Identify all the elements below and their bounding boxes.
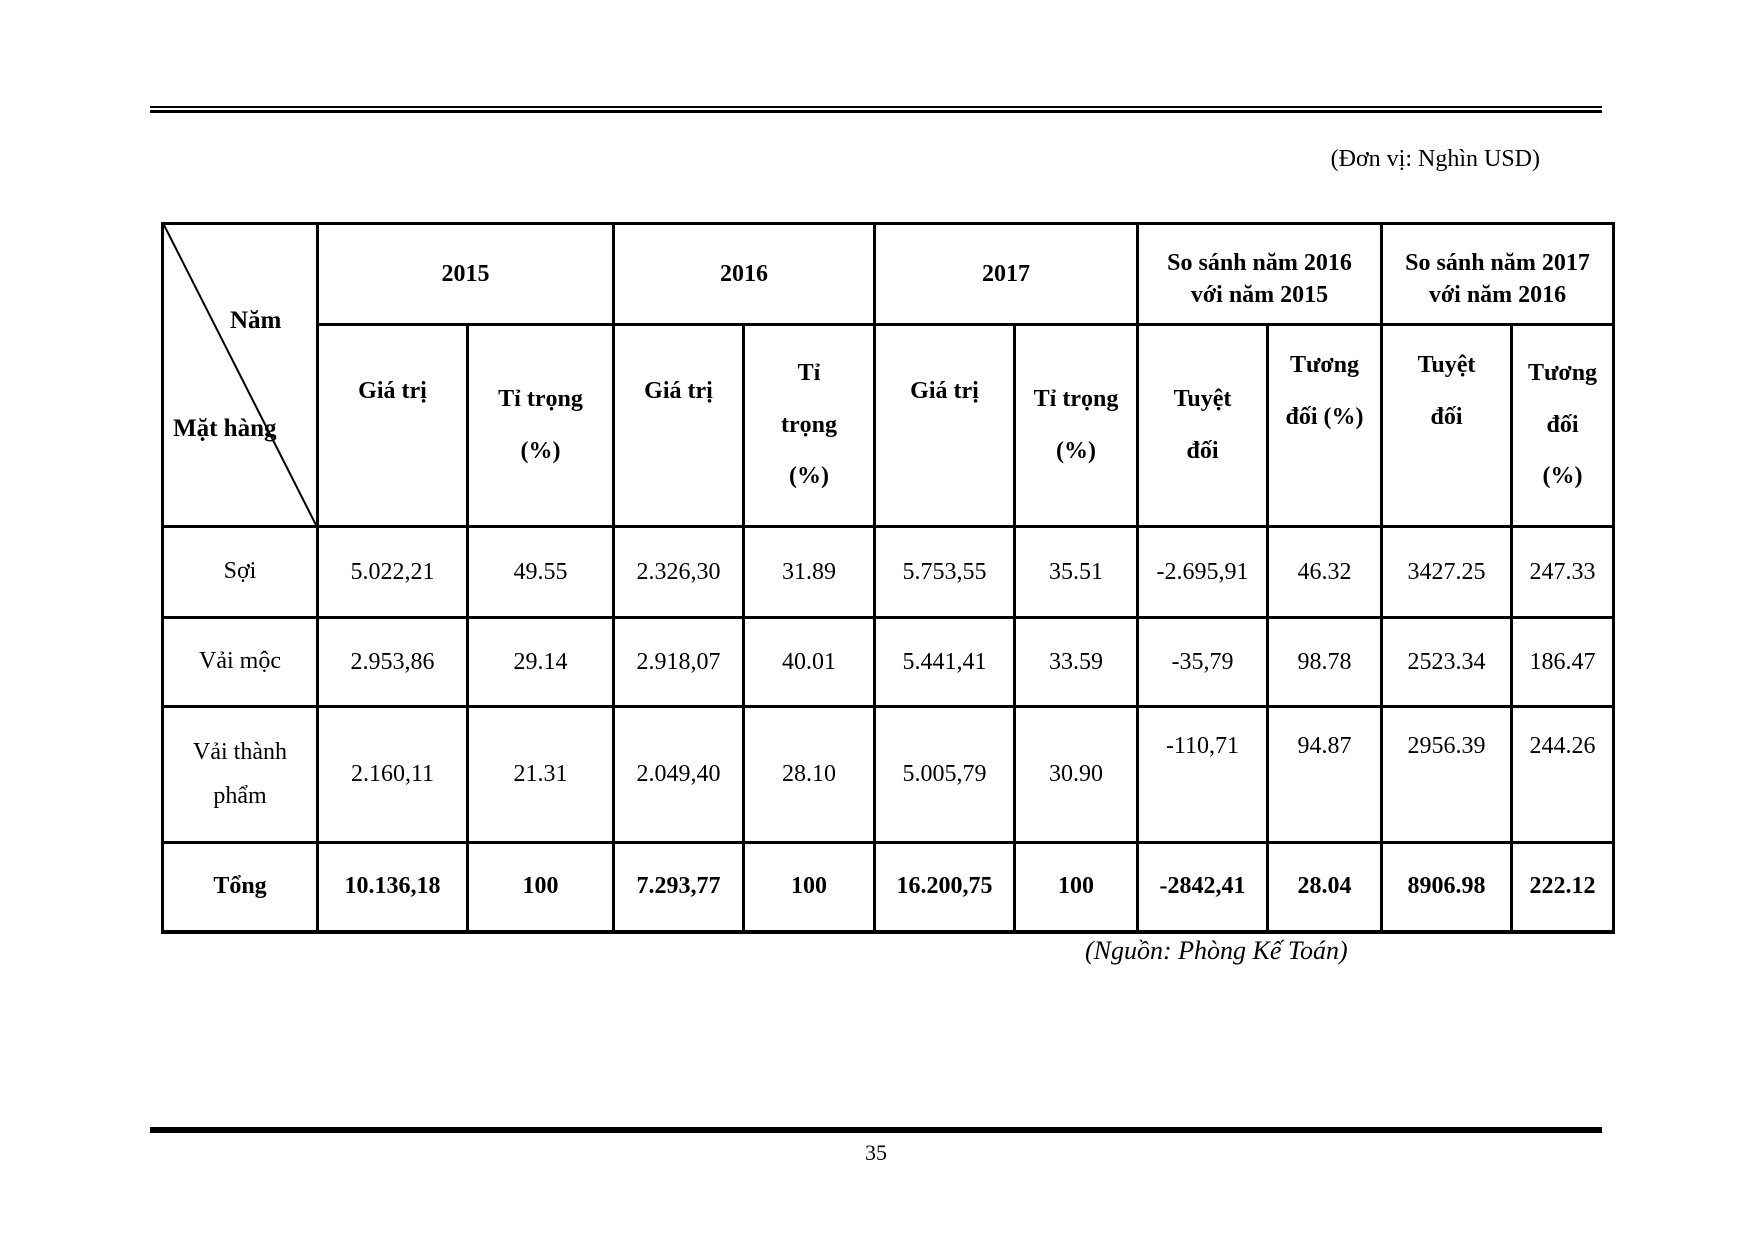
- subheader-tuong-doi-2: Tương đối (%): [1510, 323, 1616, 528]
- diagonal-line: [164, 225, 316, 525]
- data-cell: -35,79: [1136, 616, 1269, 708]
- data-cell: 5.441,41: [873, 616, 1016, 708]
- group-header-2017: 2017: [873, 222, 1139, 326]
- group-header-compare-2016-2015: So sánh năm 2016 với năm 2015: [1135, 222, 1384, 326]
- data-cell: 100: [1013, 841, 1139, 933]
- data-cell: 46.32: [1265, 525, 1384, 619]
- subheader-ti-trong-2017: Tỉ trọng (%): [1013, 323, 1139, 528]
- table-row-soi: Sợi 5.022,21 49.55 2.326,30 31.89 5.753,…: [161, 525, 1616, 619]
- subheader-gia-tri-2015: Giá trị: [316, 323, 469, 528]
- page-number: 35: [865, 1140, 887, 1165]
- data-cell: 186.47: [1510, 616, 1616, 708]
- corner-cell: Năm Mặt hàng: [161, 222, 319, 528]
- data-cell: 3427.25: [1380, 525, 1514, 619]
- data-cell: 5.005,79: [873, 705, 1016, 844]
- group-header-2016: 2016: [612, 222, 876, 326]
- data-cell: 94.87: [1265, 705, 1384, 844]
- data-cell: 222.12: [1510, 841, 1616, 933]
- data-cell: 29.14: [466, 616, 615, 708]
- data-cell: 100: [466, 841, 615, 933]
- source-note: (Nguồn: Phòng Kế Toán): [1085, 936, 1348, 965]
- data-cell: 49.55: [466, 525, 615, 619]
- data-cell: 2956.39: [1380, 705, 1514, 844]
- data-table: Năm Mặt hàng 2015 2016 2017 So sánh năm …: [161, 222, 1616, 934]
- subheader-gia-tri-2016: Giá trị: [612, 323, 745, 528]
- data-cell: -2842,41: [1136, 841, 1269, 933]
- data-cell: 5.022,21: [316, 525, 469, 619]
- data-cell: 21.31: [466, 705, 615, 844]
- subheader-tuong-doi-1: Tương đối (%): [1265, 323, 1384, 528]
- data-cell: -110,71: [1136, 705, 1269, 844]
- subheader-tuyet-doi-2: Tuyệt đối: [1380, 323, 1514, 528]
- row-label: Tổng: [161, 841, 319, 933]
- data-cell: 30.90: [1013, 705, 1139, 844]
- data-cell: 31.89: [742, 525, 876, 619]
- data-cell: 2523.34: [1380, 616, 1514, 708]
- data-cell: 28.04: [1265, 841, 1384, 933]
- subheader-ti-trong-2016: Tỉ trọng (%): [742, 323, 876, 528]
- group-header-2015: 2015: [316, 222, 615, 326]
- data-cell: 2.326,30: [612, 525, 745, 619]
- data-cell: 244.26: [1510, 705, 1616, 844]
- corner-label-mat-hang: Mặt hàng: [173, 415, 277, 442]
- top-rule-line-1: [150, 106, 1602, 108]
- row-label: Vải thành phẩm: [161, 705, 319, 844]
- row-label: Vải mộc: [161, 616, 319, 708]
- table-row-vai-moc: Vải mộc 2.953,86 29.14 2.918,07 40.01 5.…: [161, 616, 1616, 708]
- data-cell: -2.695,91: [1136, 525, 1269, 619]
- data-cell: 100: [742, 841, 876, 933]
- data-cell: 2.049,40: [612, 705, 745, 844]
- data-cell: 5.753,55: [873, 525, 1016, 619]
- data-cell: 33.59: [1013, 616, 1139, 708]
- data-cell: 7.293,77: [612, 841, 745, 933]
- data-cell: 35.51: [1013, 525, 1139, 619]
- data-cell: 16.200,75: [873, 841, 1016, 933]
- bottom-rule: [150, 1127, 1602, 1133]
- top-rule-line-2: [150, 110, 1602, 113]
- data-cell: 28.10: [742, 705, 876, 844]
- table-row-tong: Tổng 10.136,18 100 7.293,77 100 16.200,7…: [161, 841, 1616, 933]
- data-cell: 8906.98: [1380, 841, 1514, 933]
- corner-label-nam: Năm: [230, 307, 282, 334]
- top-double-rule: [150, 106, 1602, 113]
- data-cell: 2.953,86: [316, 616, 469, 708]
- group-header-compare-2017-2016: So sánh năm 2017 với năm 2016: [1380, 222, 1616, 326]
- data-cell: 247.33: [1510, 525, 1616, 619]
- data-cell: 98.78: [1265, 616, 1384, 708]
- subheader-gia-tri-2017: Giá trị: [873, 323, 1016, 528]
- table-row-vai-thanh-pham: Vải thành phẩm 2.160,11 21.31 2.049,40 2…: [161, 705, 1616, 844]
- data-cell: 2.160,11: [316, 705, 469, 844]
- data-cell: 10.136,18: [316, 841, 469, 933]
- subheader-ti-trong-2015: Tỉ trọng (%): [466, 323, 615, 528]
- subheader-tuyet-doi-1: Tuyệt đối: [1136, 323, 1269, 528]
- data-cell: 2.918,07: [612, 616, 745, 708]
- row-label: Sợi: [161, 525, 319, 619]
- unit-note: (Đơn vị: Nghìn USD): [1330, 146, 1540, 172]
- data-cell: 40.01: [742, 616, 876, 708]
